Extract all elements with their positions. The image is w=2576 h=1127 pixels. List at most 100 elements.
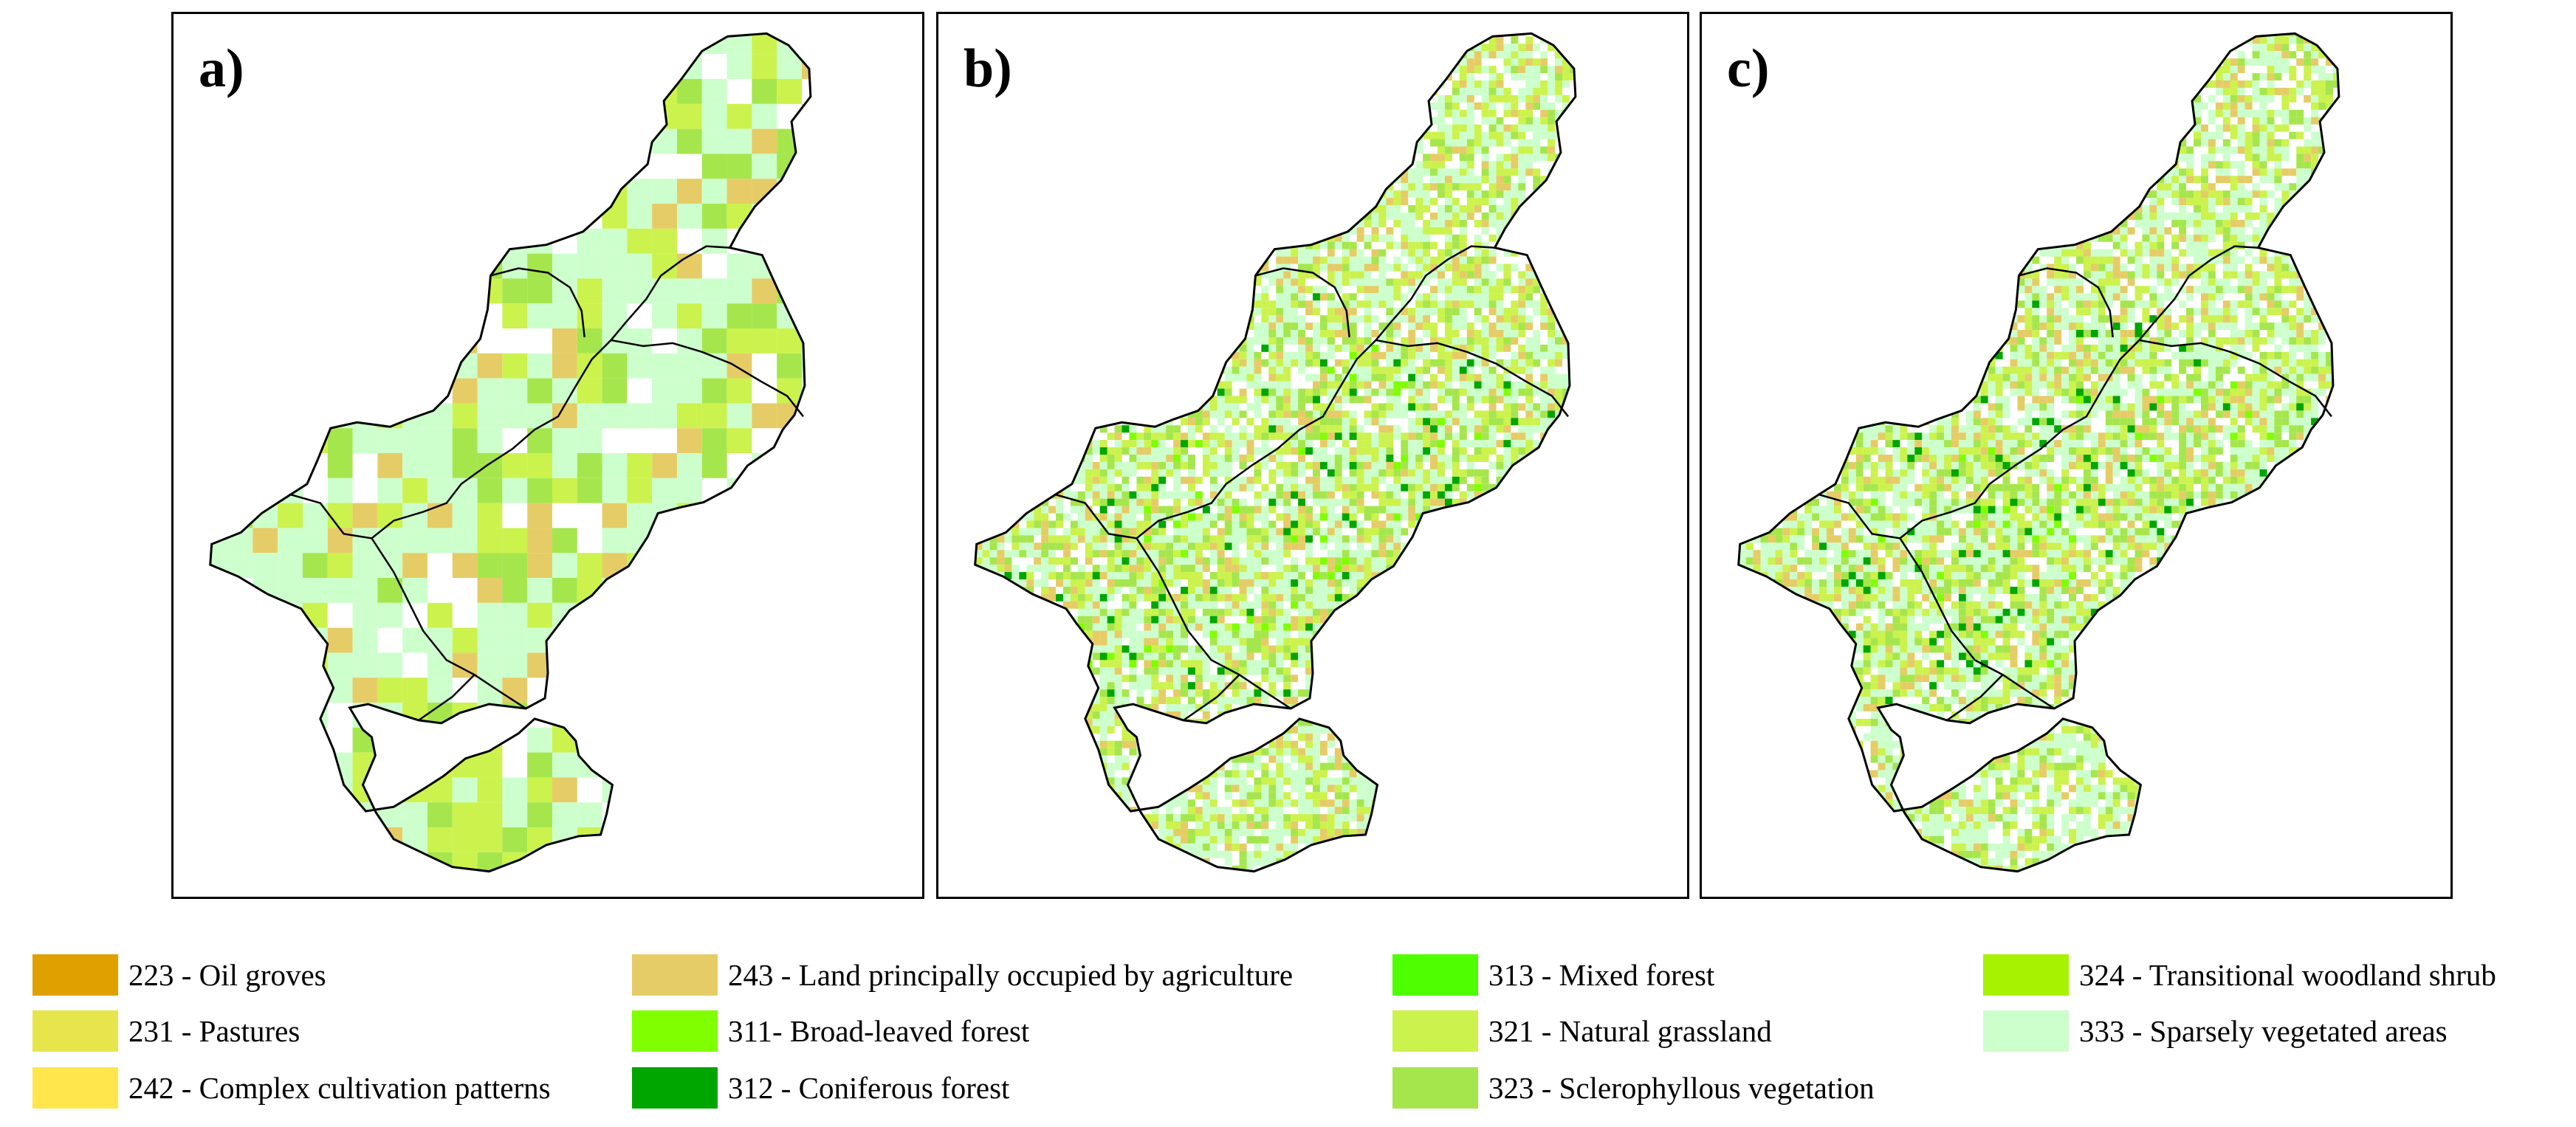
land-cover-cell xyxy=(1319,425,1328,433)
land-cover-cell xyxy=(1313,205,1320,213)
land-cover-cell xyxy=(1232,190,1240,199)
land-cover-cell xyxy=(1562,323,1570,331)
land-cover-cell xyxy=(752,678,777,703)
land-cover-cell xyxy=(1181,263,1188,272)
land-cover-cell xyxy=(1019,94,1027,103)
land-cover-cell xyxy=(1099,212,1107,220)
land-cover-cell xyxy=(278,827,303,852)
land-cover-cell xyxy=(1173,256,1181,264)
land-cover-cell xyxy=(1217,205,1225,213)
land-cover-cell xyxy=(1283,461,1291,469)
land-cover-cell xyxy=(1342,366,1350,374)
land-cover-cell xyxy=(1181,351,1188,359)
land-cover-cell xyxy=(1401,249,1409,257)
land-cover-cell xyxy=(1181,124,1188,132)
land-cover-cell xyxy=(1077,205,1085,213)
land-cover-cell xyxy=(1276,410,1284,418)
land-cover-cell xyxy=(1298,323,1306,331)
land-cover-cell xyxy=(1085,73,1093,81)
land-cover-cell xyxy=(1356,373,1364,382)
land-cover-cell xyxy=(1496,161,1504,169)
land-cover-cell xyxy=(1408,351,1416,359)
land-cover-cell xyxy=(975,263,983,272)
land-cover-cell xyxy=(1452,66,1460,74)
land-cover-cell xyxy=(1224,183,1232,191)
land-cover-cell xyxy=(1313,330,1320,337)
land-cover-cell xyxy=(1488,198,1497,206)
land-cover-cell xyxy=(1276,432,1284,441)
land-cover-cell xyxy=(227,727,253,753)
land-cover-cell xyxy=(1415,212,1423,220)
land-cover-cell xyxy=(652,553,677,579)
land-cover-cell xyxy=(1041,117,1049,125)
land-cover-cell xyxy=(1356,440,1364,448)
land-cover-cell xyxy=(1166,403,1174,411)
land-cover-cell xyxy=(1129,388,1137,396)
land-cover-cell xyxy=(577,478,602,503)
land-cover-cell xyxy=(1011,373,1020,382)
land-cover-cell xyxy=(1349,381,1357,389)
land-cover-cell xyxy=(1173,51,1181,59)
land-cover-cell xyxy=(1122,73,1130,81)
land-cover-cell xyxy=(1173,212,1181,220)
land-cover-cell xyxy=(1158,154,1167,162)
land-cover-cell xyxy=(1114,33,1122,37)
land-cover-cell xyxy=(1525,271,1533,279)
land-cover-cell xyxy=(1319,73,1328,81)
land-cover-cell xyxy=(1438,33,1445,37)
land-cover-cell xyxy=(1474,241,1482,249)
land-cover-cell xyxy=(1019,80,1027,88)
land-cover-cell xyxy=(1283,440,1291,448)
land-cover-cell xyxy=(1569,146,1576,154)
land-cover-cell xyxy=(1577,110,1584,117)
land-cover-cell xyxy=(1217,286,1225,294)
land-cover-cell xyxy=(1305,168,1313,176)
land-cover-cell xyxy=(1378,476,1387,484)
land-cover-cell xyxy=(1136,455,1144,462)
land-cover-cell xyxy=(1533,256,1541,264)
land-cover-cell xyxy=(1548,241,1556,249)
land-cover-cell xyxy=(1151,44,1159,52)
land-cover-cell xyxy=(1562,212,1570,220)
land-cover-cell xyxy=(1474,381,1482,389)
land-cover-cell xyxy=(1114,256,1122,264)
land-cover-cell xyxy=(1085,396,1093,404)
land-cover-cell xyxy=(1026,256,1034,264)
land-cover-cell xyxy=(1063,432,1071,441)
land-cover-cell xyxy=(1371,205,1379,213)
land-cover-cell xyxy=(777,602,802,628)
land-cover-cell xyxy=(1077,425,1085,433)
land-cover-cell xyxy=(801,204,811,229)
land-cover-cell xyxy=(278,378,303,404)
land-cover-cell xyxy=(1034,102,1042,110)
land-cover-cell xyxy=(1430,425,1438,433)
land-cover-cell xyxy=(997,219,1005,227)
land-cover-cell xyxy=(1107,183,1115,191)
land-cover-cell xyxy=(1291,300,1299,309)
land-cover-cell xyxy=(1048,198,1057,206)
land-cover-cell xyxy=(1239,190,1247,199)
land-cover-cell xyxy=(1569,190,1576,199)
land-cover-cell xyxy=(676,278,702,304)
land-cover-cell xyxy=(627,703,653,728)
land-cover-cell xyxy=(1444,432,1452,441)
land-cover-cell xyxy=(982,205,990,213)
land-cover-cell xyxy=(1261,388,1269,396)
land-cover-cell xyxy=(968,249,975,257)
land-cover-cell xyxy=(1158,66,1167,74)
land-cover-cell xyxy=(253,528,278,554)
land-cover-cell xyxy=(1393,469,1401,477)
land-cover-cell xyxy=(1327,330,1335,337)
land-cover-cell xyxy=(1378,87,1387,95)
land-cover-cell xyxy=(1305,263,1313,272)
land-cover-cell xyxy=(1188,183,1195,191)
land-cover-cell xyxy=(1195,286,1203,294)
land-cover-cell xyxy=(1327,227,1335,235)
land-cover-cell xyxy=(1356,161,1364,169)
land-cover-cell xyxy=(1144,351,1152,359)
land-cover-cell xyxy=(1371,168,1379,176)
land-cover-cell xyxy=(1239,278,1247,286)
land-cover-cell xyxy=(1430,168,1438,176)
land-cover-cell xyxy=(1313,388,1320,396)
land-cover-cell xyxy=(1349,131,1357,139)
